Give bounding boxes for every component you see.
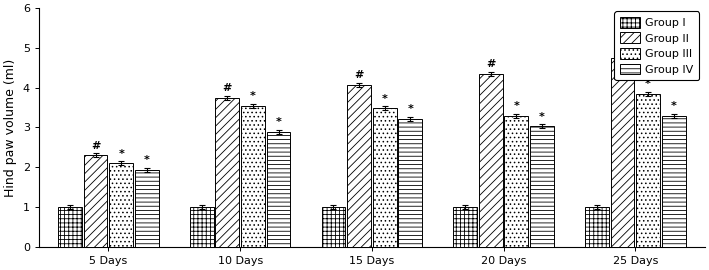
Text: *: * [513,101,519,111]
Bar [190,207,213,247]
Text: #: # [354,70,364,80]
Bar [347,85,371,247]
Bar [241,106,265,247]
Text: *: * [671,101,676,111]
Bar [216,98,239,247]
Bar [661,116,686,247]
Text: *: * [539,112,545,122]
Bar [84,155,108,247]
Bar [479,74,503,247]
Bar [453,207,477,247]
Text: *: * [645,79,651,89]
Bar [398,119,422,247]
Bar [135,170,159,247]
Text: #: # [91,141,100,151]
Y-axis label: Hind paw volume (ml): Hind paw volume (ml) [4,58,17,197]
Text: *: * [276,117,281,127]
Text: #: # [618,43,627,53]
Text: *: * [408,104,413,114]
Text: *: * [144,155,150,165]
Text: *: * [118,148,124,158]
Bar [505,116,528,247]
Text: #: # [223,83,232,93]
Text: *: * [250,91,256,101]
Text: *: * [381,94,388,104]
Bar [267,132,291,247]
Bar [585,207,609,247]
Legend: Group I, Group II, Group III, Group IV: Group I, Group II, Group III, Group IV [615,11,699,80]
Bar [530,126,554,247]
Bar [322,207,345,247]
Bar [109,163,133,247]
Bar [636,94,660,247]
Bar [58,207,82,247]
Bar [610,58,635,247]
Text: #: # [486,59,496,69]
Bar [373,108,396,247]
